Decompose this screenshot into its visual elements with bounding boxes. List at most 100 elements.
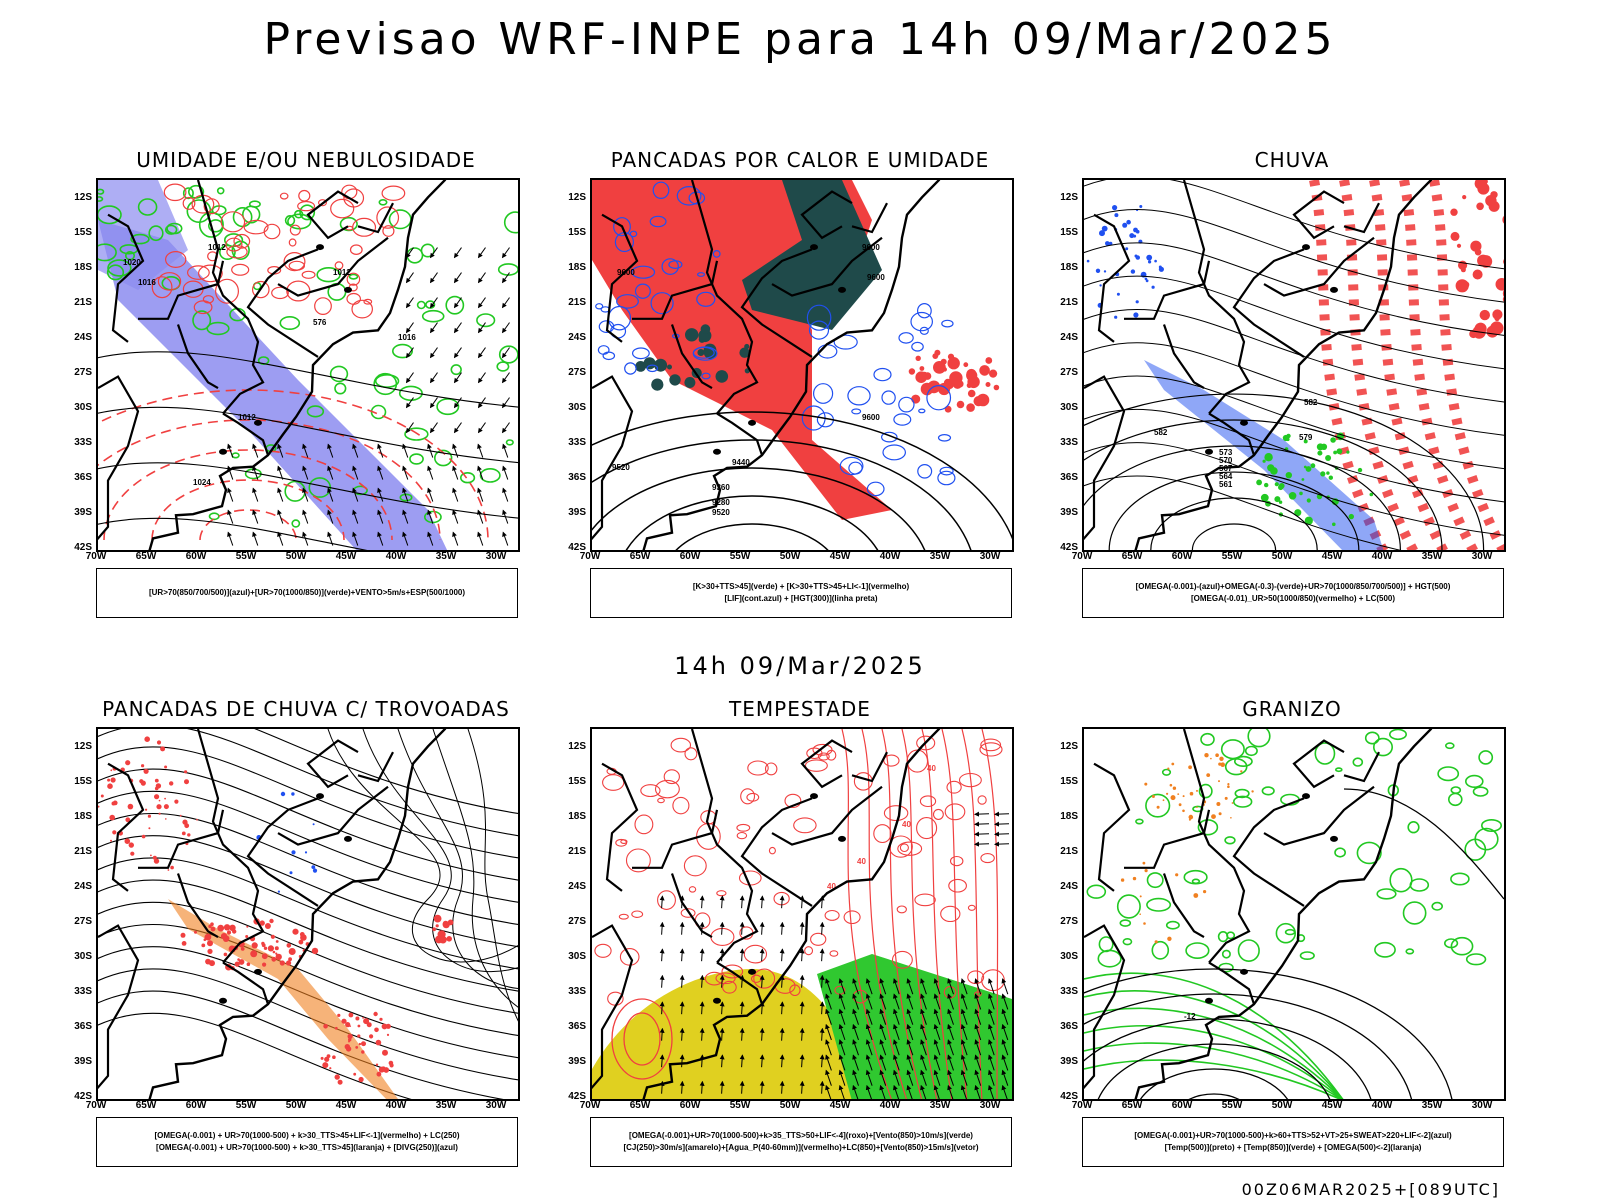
map-frame[interactable]: 1012 1012 1016 1020 1024 1012 1016 576 (96, 178, 520, 552)
omega-blob (1151, 285, 1155, 289)
k-index-blob (654, 358, 668, 372)
isobar-line (98, 351, 518, 408)
map-frame[interactable]: 582 582 579 573 570 567 564 561 (1082, 178, 1506, 552)
instability-blob (989, 369, 998, 378)
omega-strong-blob (1274, 496, 1281, 503)
thunderstorm-red (223, 924, 231, 931)
map-frame[interactable]: 9600 9600 9520 9440 9360 9280 9520 9600 9600 (590, 178, 1014, 552)
map-canvas (98, 729, 518, 1099)
lake-shape (219, 997, 227, 1004)
temp850-contour (1084, 990, 1344, 1099)
border-line (740, 797, 813, 907)
omega500-dot (1240, 770, 1243, 773)
wind850-vector (1001, 978, 1009, 995)
wind-arrow (502, 531, 509, 546)
wind850-vector (779, 1001, 785, 1015)
rain-blob (1470, 240, 1482, 252)
wind-arrow (477, 247, 486, 259)
wind-arrow (252, 465, 259, 480)
wind850-vector (719, 1001, 725, 1015)
map-frame[interactable] (96, 727, 520, 1101)
map-frame[interactable]: -12 (1082, 727, 1506, 1101)
rain-blob (1462, 281, 1470, 288)
lat-tick-label: 21S (1060, 297, 1078, 308)
temp850-contour (1097, 949, 1122, 968)
wind850-vector (906, 993, 914, 1010)
thunderstorm-red (184, 770, 188, 774)
instability-blob (985, 357, 993, 364)
border-line (771, 236, 883, 297)
lake-shape (254, 419, 262, 426)
wind850-vector (947, 978, 954, 995)
wind-arrow (352, 487, 359, 502)
temp850-contour (1146, 872, 1164, 889)
thunderstorm-red (261, 953, 268, 960)
thunderstorm-red (143, 769, 147, 773)
thunderstorm-red (181, 831, 186, 836)
wind-arrow (277, 509, 284, 524)
precipitable-water-contour (721, 964, 744, 979)
thunderstorm-red (446, 936, 453, 942)
lat-tick-label: 42S (568, 1091, 586, 1102)
thunderstorm-red (385, 1023, 391, 1029)
green-humidity-contour (388, 209, 412, 230)
thunderstorm-red (311, 947, 319, 955)
border-line (716, 412, 764, 456)
rain-blob (1483, 180, 1488, 184)
border-line (176, 324, 219, 390)
thunderstorm-red (386, 1033, 390, 1036)
wind850-vector (759, 921, 765, 935)
wind850-vector (865, 993, 873, 1010)
thunderstorm-red (203, 938, 207, 941)
map-frame[interactable]: 40 40 40 40 (590, 727, 1014, 1101)
contour-label: 40 (857, 857, 866, 866)
border-line (1263, 236, 1375, 297)
lif-contour (833, 334, 858, 350)
border-line (592, 375, 634, 541)
wind850-vector (906, 1008, 914, 1025)
lc850-contour (611, 998, 673, 1080)
thunderstorm-red (196, 818, 198, 821)
thunderstorm-red (388, 1060, 394, 1066)
omega500-dot (1142, 861, 1146, 865)
thunderstorm-red (246, 925, 249, 928)
k-index-blob (684, 377, 696, 388)
thunderstorm-red (334, 1026, 338, 1030)
lat-tick-label: 18S (1060, 262, 1078, 273)
wind850-vector (865, 1084, 872, 1099)
instability-blob (908, 368, 916, 375)
thunderstorm-red (170, 865, 174, 870)
lake-shape (810, 793, 818, 800)
wind-arrow (502, 487, 509, 502)
thunderstorm-red (259, 920, 265, 926)
omega-blob (1112, 205, 1118, 211)
wind850-vector (879, 1008, 887, 1025)
omega500-dot (1196, 806, 1198, 808)
border-line (98, 375, 140, 541)
lat-tick-label: 39S (74, 507, 92, 518)
border-line (196, 180, 265, 415)
precipitable-water-contour (789, 984, 801, 997)
lon-tick-label: 50W (285, 551, 307, 562)
thunderstorm-red (110, 777, 116, 783)
wind850-vector (920, 1084, 927, 1099)
instability-blob (967, 389, 976, 398)
omega500-dot (1167, 936, 1172, 941)
contour-label: 1016 (138, 278, 156, 287)
omega-strong-blob (1278, 500, 1283, 504)
rain-blob (1479, 309, 1490, 321)
precipitable-water-contour (640, 784, 661, 798)
wind850-vector (974, 1023, 982, 1041)
border-line (107, 213, 145, 343)
wind-arrow (429, 297, 438, 309)
lat-tick-label: 30S (74, 402, 92, 413)
lat-tick-label: 39S (74, 1056, 92, 1067)
lon-tick-label: 65W (1121, 551, 1143, 562)
panel-title: GRANIZO (1242, 697, 1342, 721)
wind850-vector (852, 1069, 859, 1086)
wind850-vector (838, 1054, 846, 1071)
legend-line: [Temp(500)](preto) + [Temp(850)](verde) … (1164, 1143, 1422, 1152)
lc850-contour (981, 729, 999, 1099)
border-line (601, 762, 639, 892)
omega-strong-blob (1303, 465, 1307, 469)
